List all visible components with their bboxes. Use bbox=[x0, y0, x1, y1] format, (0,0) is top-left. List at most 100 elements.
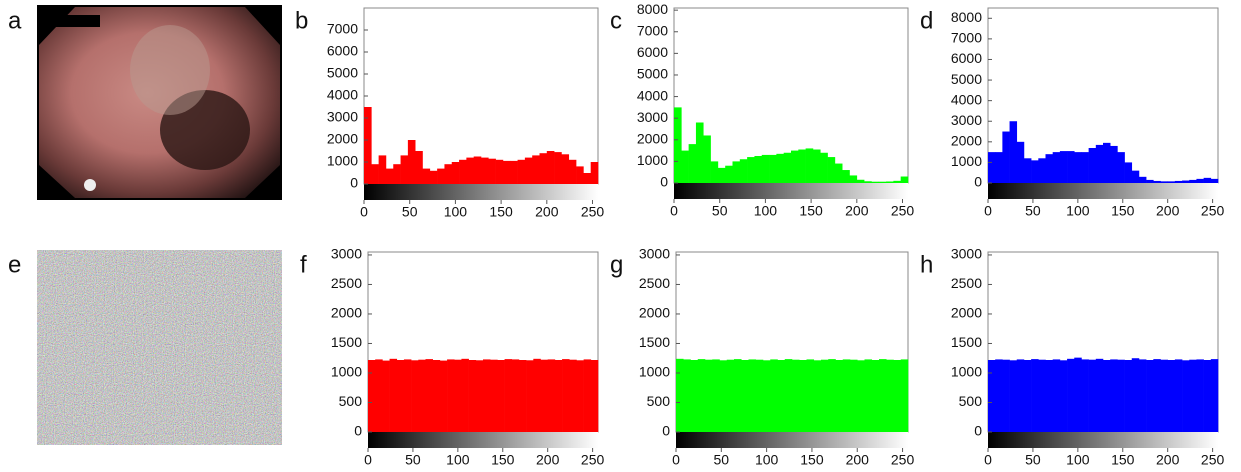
bar bbox=[1016, 359, 1025, 432]
bar bbox=[1045, 360, 1053, 432]
bar bbox=[1031, 160, 1039, 183]
x-tick-label: 100 bbox=[755, 452, 779, 468]
bar bbox=[835, 360, 844, 432]
bar bbox=[725, 165, 733, 183]
bar bbox=[805, 148, 814, 183]
bar bbox=[719, 360, 728, 432]
bar bbox=[1160, 359, 1168, 432]
x-tick-label: 100 bbox=[1066, 452, 1090, 468]
bar bbox=[1088, 359, 1097, 432]
x-tick-label: 0 bbox=[670, 203, 678, 219]
bar bbox=[473, 156, 482, 184]
bar bbox=[1009, 360, 1018, 432]
bar bbox=[1167, 181, 1176, 183]
bar bbox=[415, 151, 423, 184]
bar bbox=[368, 360, 376, 432]
x-tick-label: 50 bbox=[1025, 203, 1041, 219]
bar bbox=[583, 359, 592, 432]
bar bbox=[1131, 170, 1140, 183]
bar bbox=[590, 360, 599, 432]
bar bbox=[583, 173, 591, 184]
y-tick-label: 4000 bbox=[637, 87, 668, 103]
bar bbox=[382, 360, 390, 432]
y-tick-label: 1000 bbox=[331, 364, 362, 380]
bar bbox=[1124, 360, 1133, 432]
bar bbox=[1088, 148, 1097, 183]
bar bbox=[1074, 152, 1082, 183]
y-tick-label: 2000 bbox=[327, 131, 358, 147]
x-tick-label: 150 bbox=[799, 203, 823, 219]
bar bbox=[1059, 360, 1068, 432]
x-tick-label: 0 bbox=[984, 203, 992, 219]
x-tick-label: 250 bbox=[891, 452, 915, 468]
bar bbox=[849, 175, 858, 183]
bar bbox=[995, 359, 1003, 432]
bar bbox=[393, 164, 401, 184]
bar bbox=[1189, 359, 1197, 432]
y-tick-label: 6000 bbox=[637, 44, 668, 60]
bar bbox=[798, 149, 806, 183]
y-tick-label: 5000 bbox=[951, 71, 982, 87]
bar bbox=[900, 359, 909, 432]
bar bbox=[504, 359, 513, 432]
bar bbox=[517, 159, 526, 184]
bar bbox=[1038, 359, 1046, 432]
bar bbox=[378, 155, 387, 184]
bar bbox=[1081, 359, 1089, 432]
bar bbox=[1074, 357, 1082, 432]
bar bbox=[569, 359, 577, 432]
panel-label: e bbox=[8, 251, 21, 278]
bar bbox=[468, 360, 477, 432]
bar bbox=[400, 155, 409, 184]
y-tick-label: 2000 bbox=[331, 305, 362, 321]
bar bbox=[532, 155, 540, 184]
bar bbox=[447, 359, 455, 432]
bar bbox=[429, 170, 438, 184]
bar bbox=[777, 360, 786, 432]
y-tick-label: 2500 bbox=[331, 275, 362, 291]
bar bbox=[1009, 121, 1018, 183]
bar bbox=[1138, 359, 1147, 432]
bar bbox=[540, 359, 548, 432]
gray-scale-bar bbox=[364, 184, 598, 200]
bar bbox=[1117, 152, 1125, 183]
y-tick-label: 1000 bbox=[639, 364, 670, 380]
x-tick-label: 250 bbox=[1201, 203, 1225, 219]
bar bbox=[1210, 359, 1219, 432]
bar bbox=[1174, 180, 1183, 183]
bar bbox=[1038, 158, 1046, 183]
y-tick-label: 2000 bbox=[951, 133, 982, 149]
x-tick-label: 150 bbox=[489, 204, 513, 220]
bar bbox=[734, 359, 742, 432]
bar bbox=[444, 164, 453, 184]
bar bbox=[546, 151, 555, 184]
bar bbox=[879, 359, 887, 432]
bar bbox=[732, 161, 741, 183]
bar bbox=[1052, 359, 1061, 432]
x-tick-label: 100 bbox=[444, 204, 468, 220]
bar bbox=[1182, 180, 1190, 183]
gray-scale-bar bbox=[988, 183, 1218, 199]
bar bbox=[717, 167, 726, 183]
x-tick-label: 200 bbox=[536, 452, 560, 468]
bar bbox=[396, 360, 405, 432]
bar bbox=[1167, 360, 1176, 432]
bar bbox=[403, 359, 412, 432]
y-tick-label: 8000 bbox=[951, 9, 982, 25]
y-tick-label: 5000 bbox=[637, 66, 668, 82]
y-tick-label: 6000 bbox=[951, 50, 982, 66]
x-tick-label: 150 bbox=[1111, 452, 1135, 468]
bar bbox=[459, 159, 467, 184]
bar bbox=[1153, 359, 1161, 432]
bar bbox=[842, 170, 850, 183]
bar bbox=[791, 150, 799, 183]
bar bbox=[697, 359, 706, 432]
x-tick-label: 200 bbox=[846, 452, 870, 468]
bar bbox=[769, 154, 777, 183]
bar bbox=[1153, 180, 1161, 183]
y-tick-label: 500 bbox=[339, 393, 363, 409]
panel-label: c bbox=[610, 7, 622, 34]
bar bbox=[1103, 360, 1111, 432]
bar bbox=[827, 157, 836, 183]
bar bbox=[1067, 151, 1075, 183]
